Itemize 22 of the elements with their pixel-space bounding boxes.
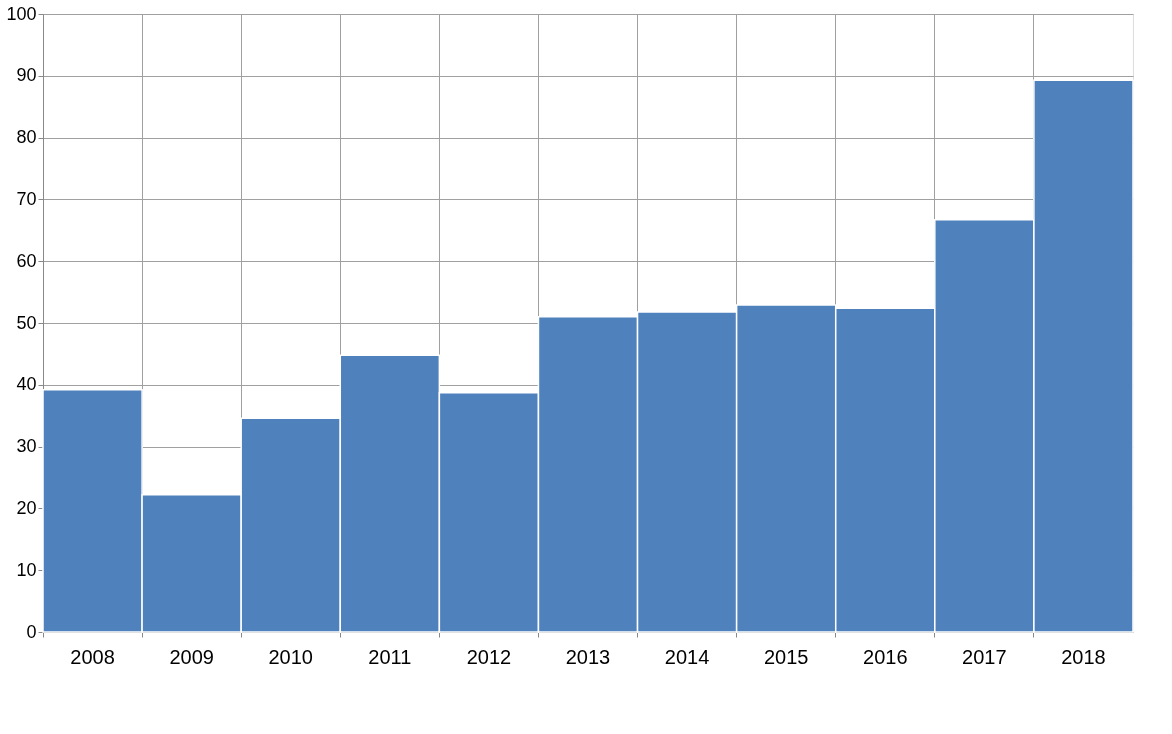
x-tick-label: 2014 <box>664 645 710 668</box>
y-tick-label: 70 <box>16 188 37 209</box>
y-tick-label: 20 <box>16 497 37 518</box>
y-tick-label: 10 <box>16 559 37 580</box>
y-tick-label: 0 <box>26 621 37 642</box>
x-tick-label: 2010 <box>268 645 313 668</box>
y-tick-label: 60 <box>16 250 37 271</box>
x-tick-label: 2008 <box>70 645 115 668</box>
x-tick-label: 2011 <box>368 645 412 668</box>
x-tick-label: 2013 <box>565 645 611 668</box>
y-tick-label: 50 <box>16 312 37 333</box>
x-tick-label: 2009 <box>169 645 214 668</box>
x-tick-label: 2015 <box>763 645 809 668</box>
y-tick-label: 80 <box>16 127 37 148</box>
x-tick-label: 2018 <box>1061 645 1106 668</box>
y-tick-label: 100 <box>6 3 37 24</box>
y-tick-label: 90 <box>16 65 37 86</box>
x-tick-label: 2017 <box>962 645 1007 668</box>
y-tick-label: 30 <box>16 436 37 457</box>
x-tick-label: 2012 <box>466 645 512 668</box>
x-tick-label: 2016 <box>863 645 908 668</box>
y-tick-label: 40 <box>16 374 37 395</box>
